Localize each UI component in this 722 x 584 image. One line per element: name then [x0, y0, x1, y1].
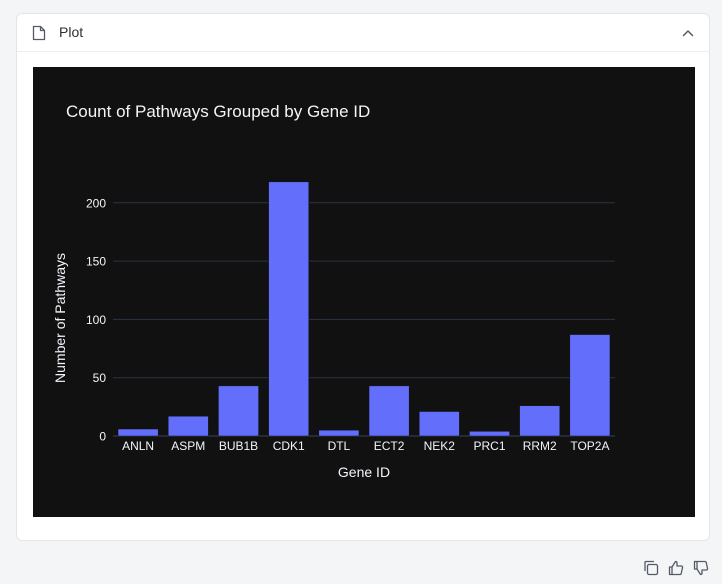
plot-area: Count of Pathways Grouped by Gene ID 0 50… — [33, 67, 695, 517]
bar-ect2[interactable] — [368, 385, 410, 437]
bar-anln[interactable] — [117, 428, 159, 437]
bar-aspm[interactable] — [167, 415, 209, 437]
plot-panel-header[interactable]: Plot — [17, 14, 709, 52]
bar-bub1b[interactable] — [218, 385, 259, 437]
y-tick-label: 0 — [99, 430, 106, 444]
x-tick-label: BUB1B — [219, 439, 258, 453]
x-tick-label: ASPM — [171, 439, 205, 453]
x-tick-label: NEK2 — [424, 439, 456, 453]
x-tick-label: TOP2A — [570, 439, 609, 453]
document-icon — [32, 25, 46, 41]
chart-title: Count of Pathways Grouped by Gene ID — [66, 102, 370, 121]
y-tick-label: 50 — [93, 371, 107, 385]
bar-chart: Count of Pathways Grouped by Gene ID 0 50… — [52, 102, 615, 480]
y-axis-label: Number of Pathways — [52, 253, 68, 383]
x-axis-label: Gene ID — [338, 464, 390, 480]
y-tick-label: 150 — [86, 255, 106, 269]
y-tick-label: 200 — [86, 196, 106, 210]
plot-panel: Plot Count of Pathways Grouped by Gene I… — [16, 13, 710, 541]
x-tick-label: ANLN — [122, 439, 154, 453]
copy-icon[interactable] — [642, 559, 660, 577]
x-tick-label: DTL — [328, 439, 351, 453]
plot-panel-title: Plot — [59, 24, 84, 40]
bar-prc1[interactable] — [469, 431, 510, 437]
x-tick-label: PRC1 — [473, 439, 505, 453]
bar-rrm2[interactable] — [519, 405, 561, 437]
x-tick-label: CDK1 — [273, 439, 305, 453]
thumbs-down-icon[interactable] — [692, 559, 710, 577]
y-tick-label: 100 — [86, 313, 106, 327]
bar-dtl[interactable] — [318, 429, 360, 437]
x-tick-label: RRM2 — [523, 439, 557, 453]
message-actions — [642, 559, 710, 577]
x-tick-label: ECT2 — [374, 439, 405, 453]
chevron-up-icon[interactable] — [679, 24, 697, 42]
bar-top2a[interactable] — [569, 334, 611, 437]
thumbs-up-icon[interactable] — [667, 559, 685, 577]
bar-cdk1[interactable] — [268, 181, 310, 437]
bar-nek2[interactable] — [418, 411, 460, 437]
